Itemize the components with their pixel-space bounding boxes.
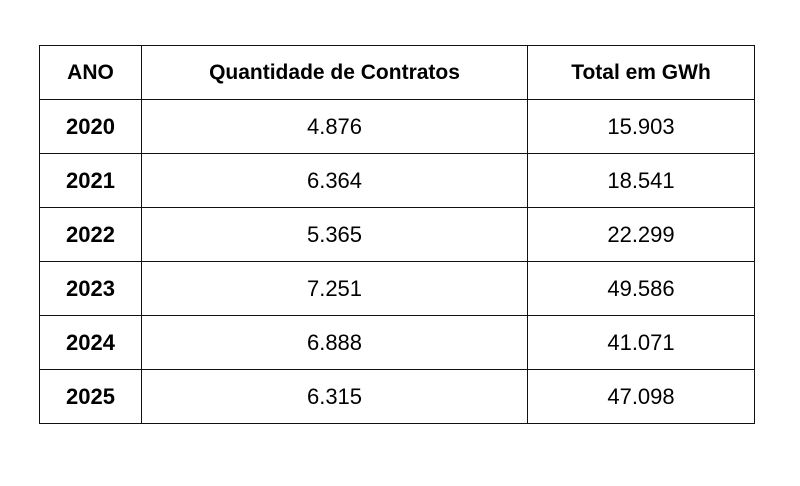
table-cell-year: 2021 bbox=[39, 153, 142, 208]
data-table: ANO Quantidade de Contratos Total em GWh… bbox=[39, 45, 755, 424]
table-cell-total-gwh: 15.903 bbox=[527, 99, 755, 154]
table-cell-year: 2025 bbox=[39, 369, 142, 424]
table-cell-year: 2024 bbox=[39, 315, 142, 370]
table-cell-year: 2023 bbox=[39, 261, 142, 316]
column-header-total-gwh: Total em GWh bbox=[527, 45, 755, 100]
column-header-year: ANO bbox=[39, 45, 142, 100]
table-cell-total-gwh: 18.541 bbox=[527, 153, 755, 208]
table-cell-year: 2022 bbox=[39, 207, 142, 262]
table-row: 2021 6.364 18.541 bbox=[39, 153, 755, 208]
table-row: 2020 4.876 15.903 bbox=[39, 99, 755, 154]
table-cell-contract-count: 5.365 bbox=[141, 207, 528, 262]
column-header-contract-count: Quantidade de Contratos bbox=[141, 45, 528, 100]
table-row: 2025 6.315 47.098 bbox=[39, 369, 755, 424]
table-cell-contract-count: 7.251 bbox=[141, 261, 528, 316]
table-cell-contract-count: 6.364 bbox=[141, 153, 528, 208]
table-header-row: ANO Quantidade de Contratos Total em GWh bbox=[39, 45, 755, 100]
table-cell-contract-count: 6.888 bbox=[141, 315, 528, 370]
table-cell-total-gwh: 47.098 bbox=[527, 369, 755, 424]
table-row: 2024 6.888 41.071 bbox=[39, 315, 755, 370]
table-row: 2022 5.365 22.299 bbox=[39, 207, 755, 262]
table-cell-total-gwh: 41.071 bbox=[527, 315, 755, 370]
table-cell-year: 2020 bbox=[39, 99, 142, 154]
table-cell-contract-count: 6.315 bbox=[141, 369, 528, 424]
table-cell-total-gwh: 22.299 bbox=[527, 207, 755, 262]
table-row: 2023 7.251 49.586 bbox=[39, 261, 755, 316]
table-cell-total-gwh: 49.586 bbox=[527, 261, 755, 316]
table-cell-contract-count: 4.876 bbox=[141, 99, 528, 154]
